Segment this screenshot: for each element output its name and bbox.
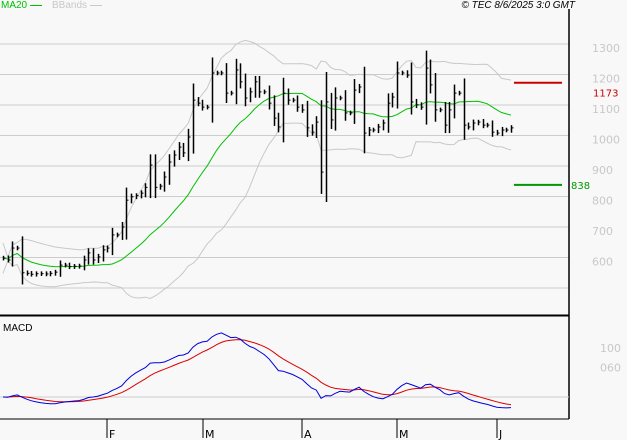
month-label: F (109, 428, 115, 440)
macd-line (2, 332, 512, 409)
macd-tick-label: 100 (600, 342, 621, 355)
month-label: M (399, 428, 409, 440)
bband-lower (2, 122, 512, 300)
macd-tick-label: 060 (600, 362, 621, 375)
legend-ma20-label: MA20 (1, 0, 28, 11)
y-tick-label: 700 (592, 225, 613, 238)
copyright: © TEC 8/6/2025 3:0 GMT (461, 0, 575, 11)
bband-upper (2, 39, 512, 259)
legend-ma20-swatch (29, 4, 42, 6)
y-tick-label: 600 (592, 256, 613, 269)
y-tick-label: 800 (592, 195, 613, 208)
macd-signal-line (3, 339, 512, 406)
legend-ma20: MA20 (1, 0, 42, 12)
y-tick-label: 1100 (592, 103, 620, 116)
support-level-label: 838 (571, 181, 590, 192)
month-label: J (498, 428, 502, 440)
month-label: A (304, 428, 312, 440)
y-tick-label: 1300 (592, 42, 620, 55)
y-tick-label: 1200 (592, 73, 620, 86)
macd-title: MACD (3, 323, 32, 334)
month-label: M (205, 428, 215, 440)
y-tick-label: 1000 (592, 134, 620, 147)
legend-bbands-swatch (89, 4, 102, 6)
y-tick-label: 900 (592, 164, 613, 177)
resistance-level-label: 1173 (593, 89, 618, 100)
legend-bbands-label: BBands (52, 0, 88, 11)
legend-bbands: BBands (52, 0, 102, 12)
